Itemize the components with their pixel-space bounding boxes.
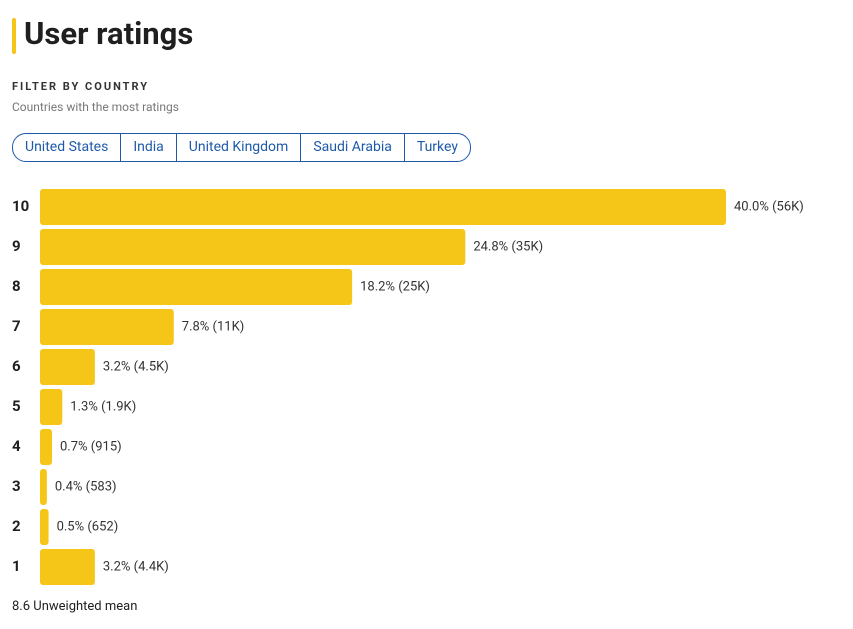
filter-subtitle: Countries with the most ratings bbox=[12, 100, 179, 114]
rating-label: 4 bbox=[12, 437, 21, 455]
value-label: 40.0% (56K) bbox=[734, 199, 804, 214]
country-chip[interactable]: India bbox=[120, 134, 175, 161]
value-label: 3.2% (4.5K) bbox=[103, 359, 169, 374]
section-title: User ratings bbox=[24, 15, 194, 52]
country-chip[interactable]: United States bbox=[25, 139, 109, 155]
ratings-chart: 10 40.0% (56K) 9 24.8% (35K) 8 18.2% (25K) 7 7.… bbox=[12, 189, 804, 585]
rating-label: 2 bbox=[12, 517, 21, 535]
bar bbox=[40, 229, 466, 265]
value-label: 0.4% (583) bbox=[55, 479, 117, 494]
rating-label: 6 bbox=[12, 357, 21, 375]
rating-label: 10 bbox=[12, 197, 29, 215]
bar bbox=[40, 429, 53, 465]
country-filter: United States India United Kingdom Saudi Ar… bbox=[12, 133, 471, 162]
value-label: 0.5% (652) bbox=[57, 519, 119, 534]
value-label: 24.8% (35K) bbox=[473, 239, 543, 254]
value-label: 1.3% (1.9K) bbox=[70, 399, 136, 414]
value-label: 7.8% (11K) bbox=[182, 319, 245, 334]
title-accent bbox=[12, 18, 16, 54]
rating-label: 1 bbox=[12, 557, 21, 575]
filter-heading: FILTER BY COUNTRY bbox=[12, 80, 150, 93]
value-label: 3.2% (4.4K) bbox=[103, 559, 169, 574]
bar bbox=[40, 509, 49, 545]
country-chip[interactable]: Saudi Arabia bbox=[300, 134, 404, 161]
value-label: 18.2% (25K) bbox=[360, 279, 430, 294]
bar bbox=[40, 309, 174, 345]
country-chip[interactable]: United Kingdom bbox=[175, 134, 301, 161]
bar bbox=[40, 549, 95, 585]
rating-label: 5 bbox=[12, 397, 21, 415]
bar bbox=[40, 469, 47, 505]
rating-label: 3 bbox=[12, 477, 21, 495]
rating-label: 8 bbox=[12, 277, 21, 295]
value-label: 0.7% (915) bbox=[60, 439, 122, 454]
mean-note: 8.6 Unweighted mean bbox=[12, 599, 138, 614]
bar bbox=[40, 389, 63, 425]
bar bbox=[40, 269, 353, 305]
rating-label: 7 bbox=[12, 317, 21, 335]
country-chip[interactable]: Turkey bbox=[403, 134, 470, 161]
rating-label: 9 bbox=[12, 237, 21, 255]
bar bbox=[40, 349, 95, 385]
bar bbox=[40, 189, 726, 225]
